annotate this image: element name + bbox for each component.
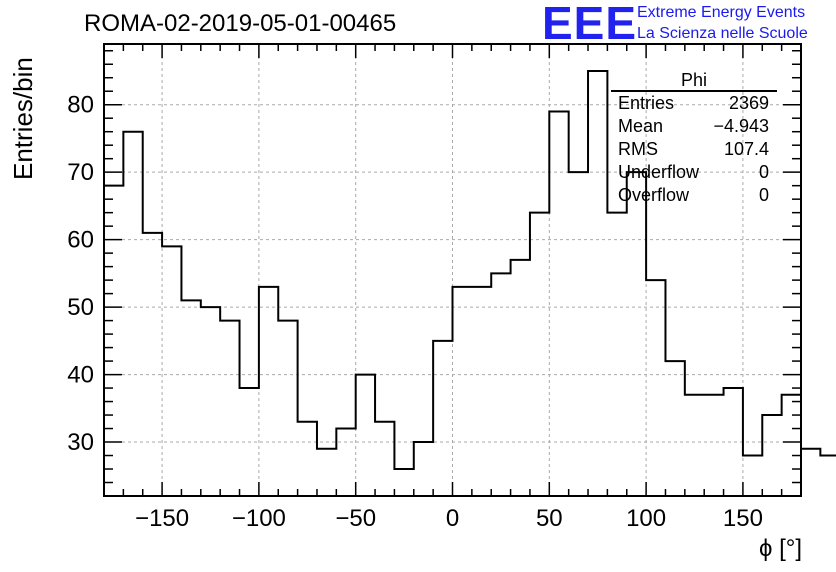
y-tick-label: 40 [67, 362, 94, 389]
histogram-bin [511, 260, 530, 496]
histogram-bin [665, 361, 684, 496]
histogram-bin [820, 456, 836, 496]
histogram-bin [569, 172, 588, 496]
x-tick-label: −150 [135, 505, 189, 532]
histogram-bin [375, 422, 394, 496]
histogram-bin [627, 172, 646, 496]
y-axis-label: Entries/bin [8, 57, 38, 180]
stats-label: Overflow [618, 185, 690, 205]
histogram-bin [298, 422, 317, 496]
histogram-bin [278, 321, 297, 496]
x-tick-label: 100 [626, 505, 666, 532]
stats-row-rms: RMS 107.4 [611, 138, 777, 161]
histogram-bin [453, 287, 472, 496]
histogram-bin [530, 213, 549, 496]
y-tick-label: 60 [67, 227, 94, 254]
y-tick-label: 80 [67, 92, 94, 119]
logo-line-2: La Scienza nelle Scuole [637, 25, 808, 42]
histogram-bin [762, 415, 781, 496]
histogram-series-line [104, 69, 836, 471]
histogram-bin [491, 273, 510, 496]
stats-label: Mean [618, 116, 664, 136]
histogram-bin [685, 395, 704, 496]
histogram-bin [162, 246, 181, 496]
x-tick-label: 150 [723, 505, 763, 532]
x-tick-label: −100 [232, 505, 286, 532]
y-tick-label: 30 [67, 429, 94, 456]
histogram-bin [704, 395, 723, 496]
histogram-bin [607, 213, 626, 496]
histogram-bin [240, 388, 259, 496]
histogram-bin [220, 321, 239, 496]
histogram-bin [201, 307, 220, 496]
stats-row-overflow: Overflow 0 [611, 184, 777, 207]
stats-box: Phi Entries 2369 Mean −4.943 RMS 107.4 U… [611, 70, 777, 207]
x-tick-label: −50 [335, 505, 376, 532]
x-tick-label: 0 [446, 505, 459, 532]
x-axis-label: ϕ [°] [758, 535, 802, 562]
histogram-bin [394, 469, 413, 496]
x-tick-label: 50 [536, 505, 563, 532]
histogram-bin [801, 449, 820, 496]
stats-value: 107.4 [723, 139, 769, 159]
histogram-bin [356, 375, 375, 496]
histogram-bin [123, 132, 142, 496]
chart-title: ROMA-02-2019-05-01-00465 [84, 10, 397, 37]
y-tick-label: 50 [67, 294, 94, 321]
histogram-bin [317, 449, 336, 496]
stats-row-mean: Mean −4.943 [611, 115, 777, 138]
histogram-bin [181, 300, 200, 496]
y-tick-label: 70 [67, 159, 94, 186]
histogram-bin [782, 395, 801, 496]
stats-box-title: Phi [611, 70, 777, 92]
stats-label: Entries [618, 93, 675, 113]
eee-logo: EEE [542, 0, 638, 49]
histogram-bin [724, 388, 743, 496]
histogram-bin [646, 280, 665, 496]
histogram-bin [743, 456, 762, 496]
stats-row-underflow: Underflow 0 [611, 161, 777, 184]
histogram-bin [259, 287, 278, 496]
stats-value: −4.943 [713, 116, 769, 136]
histogram-bin [433, 341, 452, 496]
histogram-bin [104, 186, 123, 496]
stats-value: 2369 [728, 93, 769, 113]
histogram-bin [336, 429, 355, 496]
stats-value: 0 [758, 185, 769, 205]
stats-value: 0 [758, 162, 769, 182]
histogram-bin [588, 71, 607, 496]
histogram-bin [549, 111, 568, 496]
stats-label: Underflow [618, 162, 700, 182]
histogram-bin [472, 287, 491, 496]
stats-label: RMS [618, 139, 658, 159]
stats-row-entries: Entries 2369 [611, 92, 777, 115]
histogram-bin [143, 233, 162, 496]
logo-line-1: Extreme Energy Events [637, 4, 806, 21]
histogram-bin [414, 442, 433, 496]
